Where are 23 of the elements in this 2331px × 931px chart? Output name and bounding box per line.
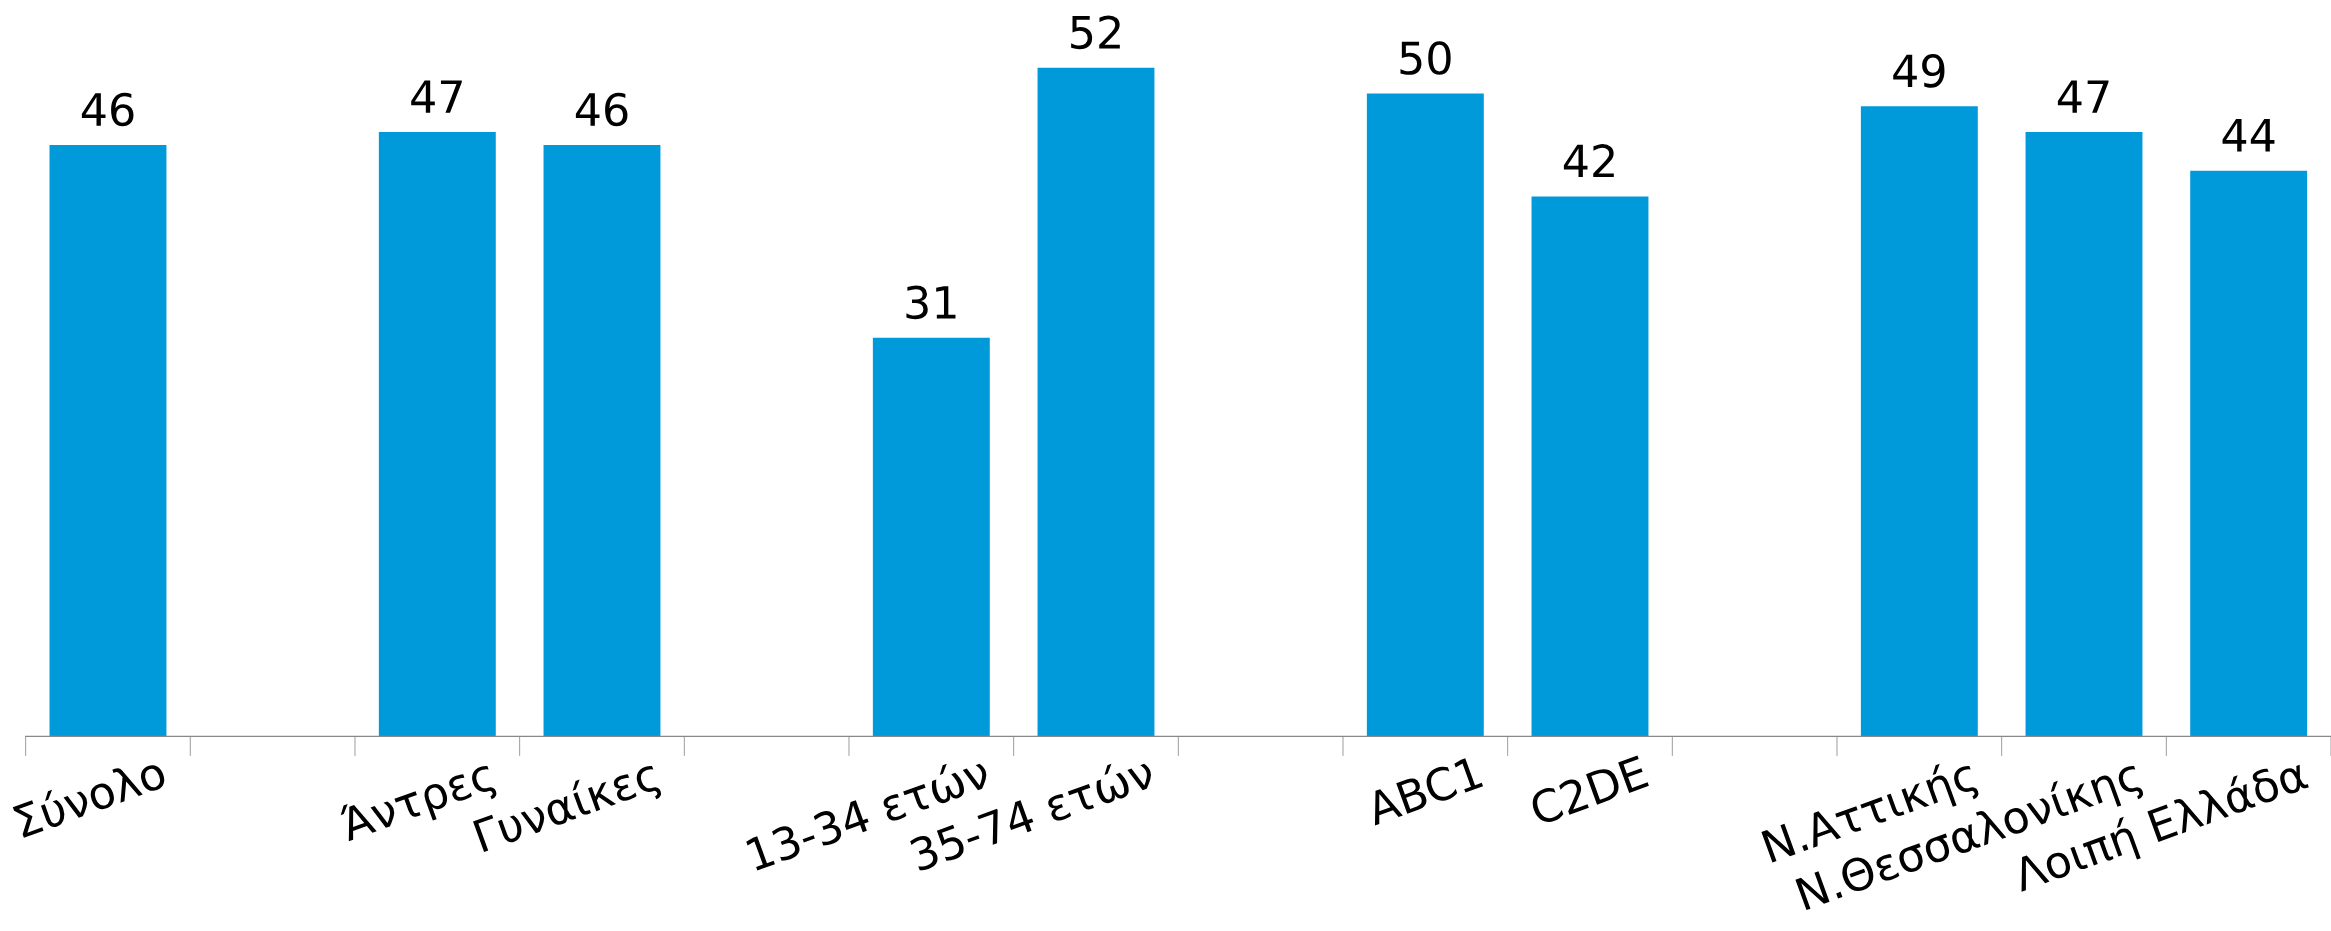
data-label: 42 [1563, 144, 1614, 178]
data-label: 31 [906, 285, 956, 320]
data-label: 49 [1893, 54, 1945, 88]
bar [1860, 106, 1978, 737]
data-label: 44 [2222, 118, 2275, 152]
data-label: 46 [575, 92, 628, 127]
bar [49, 144, 167, 737]
bar [1037, 67, 1155, 737]
x-tick-label: Σύνολο [11, 752, 168, 839]
bar [378, 132, 496, 737]
bar [543, 144, 661, 737]
bar [1531, 196, 1649, 737]
bar [1366, 93, 1484, 737]
data-label: 47 [2057, 80, 2109, 113]
data-label: 52 [1071, 15, 1120, 50]
x-tick-label: C2DE [1528, 754, 1650, 827]
data-label: 50 [1400, 41, 1451, 75]
bar [872, 337, 990, 737]
data-label: 46 [81, 92, 134, 127]
bar [2025, 132, 2143, 737]
bar [2190, 170, 2308, 737]
data-label: 47 [411, 80, 462, 113]
x-tick-label: ABC1 [1363, 755, 1484, 827]
